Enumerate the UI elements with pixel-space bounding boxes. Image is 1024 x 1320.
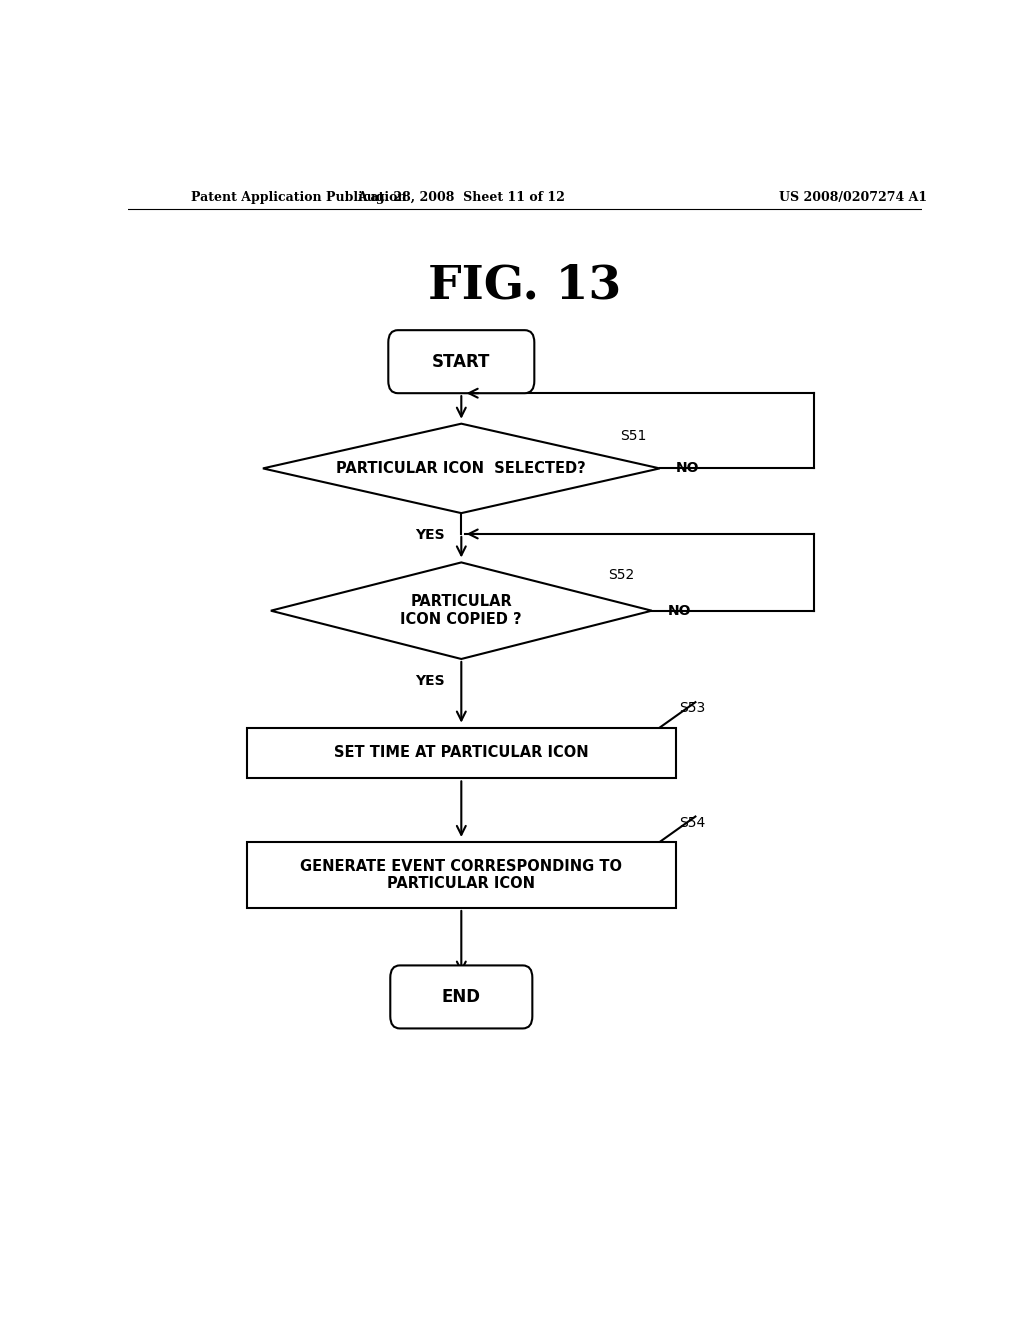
- FancyBboxPatch shape: [388, 330, 535, 393]
- Text: Patent Application Publication: Patent Application Publication: [191, 190, 407, 203]
- Bar: [247, 842, 676, 908]
- Text: S54: S54: [680, 816, 706, 830]
- Text: END: END: [441, 987, 481, 1006]
- Text: YES: YES: [415, 528, 444, 543]
- Text: US 2008/0207274 A1: US 2008/0207274 A1: [778, 190, 927, 203]
- Text: PARTICULAR ICON  SELECTED?: PARTICULAR ICON SELECTED?: [337, 461, 586, 477]
- Text: S51: S51: [620, 429, 646, 442]
- Text: S52: S52: [608, 568, 635, 582]
- Text: Aug. 28, 2008  Sheet 11 of 12: Aug. 28, 2008 Sheet 11 of 12: [357, 190, 565, 203]
- Polygon shape: [270, 562, 651, 659]
- Text: SET TIME AT PARTICULAR ICON: SET TIME AT PARTICULAR ICON: [334, 746, 589, 760]
- Text: S53: S53: [680, 701, 706, 715]
- Text: START: START: [432, 352, 490, 371]
- Text: YES: YES: [415, 675, 444, 688]
- FancyBboxPatch shape: [390, 965, 532, 1028]
- Polygon shape: [263, 424, 659, 513]
- Text: GENERATE EVENT CORRESPONDING TO
PARTICULAR ICON: GENERATE EVENT CORRESPONDING TO PARTICUL…: [300, 859, 623, 891]
- Text: NO: NO: [676, 462, 699, 475]
- Text: PARTICULAR
ICON COPIED ?: PARTICULAR ICON COPIED ?: [400, 594, 522, 627]
- Bar: [247, 727, 676, 779]
- Text: FIG. 13: FIG. 13: [428, 263, 622, 309]
- Text: NO: NO: [668, 603, 691, 618]
